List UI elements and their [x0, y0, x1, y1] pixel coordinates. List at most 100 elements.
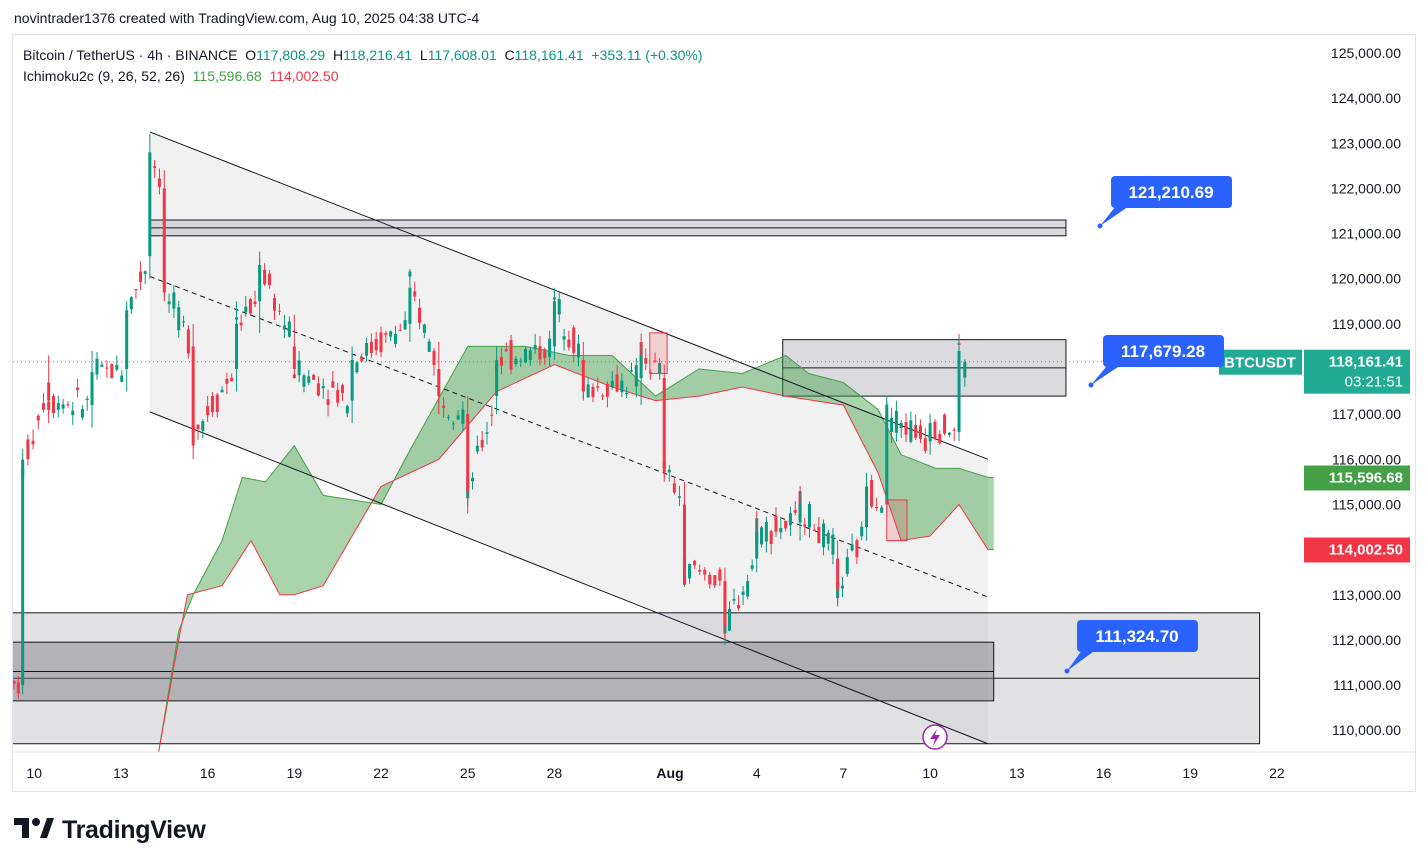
candle-body — [947, 432, 951, 435]
candle-body — [890, 417, 894, 432]
candle-body — [403, 320, 407, 330]
callout-anchor — [1064, 668, 1070, 674]
candle-body — [875, 506, 879, 509]
candle-body — [379, 332, 383, 353]
candle-body — [66, 404, 70, 406]
candle-body — [713, 575, 717, 586]
candle-body — [210, 395, 214, 413]
candle-body — [850, 544, 854, 551]
candle-body — [727, 609, 731, 631]
candle-body — [316, 383, 320, 396]
plot-area — [4, 131, 1303, 752]
candle-body — [812, 529, 816, 531]
candle-body — [16, 682, 20, 694]
candle-body — [31, 440, 35, 445]
callout-anchor — [1088, 382, 1094, 388]
candle-body — [490, 414, 494, 416]
open-value: 117,808.29 — [256, 47, 326, 63]
candle-body — [4, 688, 7, 700]
candle-body — [446, 416, 450, 418]
candle-body — [855, 540, 859, 558]
candle-body — [427, 341, 431, 352]
candle-body — [718, 569, 722, 581]
x-tick-label: 28 — [547, 765, 563, 781]
candle-body — [134, 289, 138, 291]
indicator-label[interactable]: Ichimoku2c (9, 26, 52, 26) — [23, 68, 185, 84]
candle-body — [840, 585, 844, 589]
x-tick-label: 16 — [1096, 765, 1112, 781]
candle-body — [480, 440, 484, 448]
candle-body — [928, 423, 932, 442]
candle-body — [769, 531, 773, 544]
span-b-tag-text: 114,002.50 — [1329, 541, 1403, 558]
price-callout: 121,210.69 — [1097, 176, 1232, 229]
candle-body — [485, 432, 489, 434]
candle-body — [822, 523, 826, 548]
candle-body — [26, 439, 30, 460]
y-tick-label: 117,000.00 — [1332, 406, 1401, 422]
candle-body — [374, 338, 378, 351]
indicator-value-b: 114,002.50 — [269, 68, 339, 84]
candle-body — [350, 359, 354, 401]
candle-body — [798, 504, 802, 523]
symbol-label[interactable]: Bitcoin / TetherUS · 4h · BINANCE — [23, 47, 238, 63]
candle-body — [784, 520, 788, 529]
last-price-tag-bg — [1304, 349, 1410, 394]
candle-body — [340, 385, 344, 394]
candle-body — [471, 477, 475, 482]
low-value: 117,608.01 — [427, 47, 497, 63]
y-tick-label: 115,000.00 — [1332, 496, 1401, 512]
candle-body — [639, 355, 643, 379]
candle-body — [413, 291, 417, 297]
candle-body — [817, 526, 821, 543]
candle-body — [885, 414, 889, 505]
indicator-row: Ichimoku2c (9, 26, 52, 26) 115,596.68 11… — [23, 66, 703, 87]
y-tick-label: 121,000.00 — [1331, 226, 1401, 242]
candle-body — [698, 570, 702, 572]
candle-body — [47, 382, 51, 401]
x-tick-label: 13 — [113, 765, 129, 781]
candle-body — [870, 479, 874, 507]
candle-body — [432, 350, 436, 366]
candle-body — [504, 349, 508, 352]
candle-body — [605, 383, 609, 397]
candle-body — [230, 377, 234, 382]
y-tick-label: 124,000.00 — [1331, 90, 1401, 106]
candle-body — [148, 152, 152, 257]
candle-body — [648, 372, 652, 374]
candle-body — [723, 581, 727, 627]
candle-body — [688, 563, 692, 579]
candle-body — [557, 299, 561, 315]
candle-body — [167, 301, 171, 305]
candle-body — [321, 386, 325, 389]
candle-body — [235, 323, 239, 369]
span-a-tag: 115,596.68 — [1304, 465, 1410, 491]
tradingview-logo[interactable]: TradingView — [14, 816, 206, 845]
x-tick-label: 4 — [753, 765, 761, 781]
candle-body — [533, 344, 537, 350]
candle-body — [336, 390, 340, 403]
candle-body — [750, 565, 754, 569]
candle-body — [277, 310, 281, 312]
candle-body — [225, 378, 229, 384]
candle-body — [519, 360, 523, 362]
candle-body — [904, 422, 908, 435]
ichimoku-cloud — [158, 346, 994, 752]
candle-body — [509, 340, 513, 370]
candle-body — [760, 527, 764, 545]
lightning-event-icon[interactable] — [922, 724, 948, 750]
candle-body — [620, 380, 624, 393]
candle-body — [345, 406, 349, 414]
candle-body — [741, 591, 745, 595]
channel-middle-line — [149, 275, 989, 598]
span-a-tag-text: 115,596.68 — [1329, 470, 1403, 487]
candle-body — [263, 269, 267, 285]
candle-body — [85, 398, 89, 401]
candle-body — [826, 532, 830, 544]
y-tick-label: 120,000.00 — [1331, 271, 1401, 287]
candle-body — [586, 384, 590, 398]
candle-body — [418, 307, 422, 323]
callout-label: 111,324.70 — [1095, 627, 1178, 646]
ichimoku-span-a — [158, 345, 994, 752]
